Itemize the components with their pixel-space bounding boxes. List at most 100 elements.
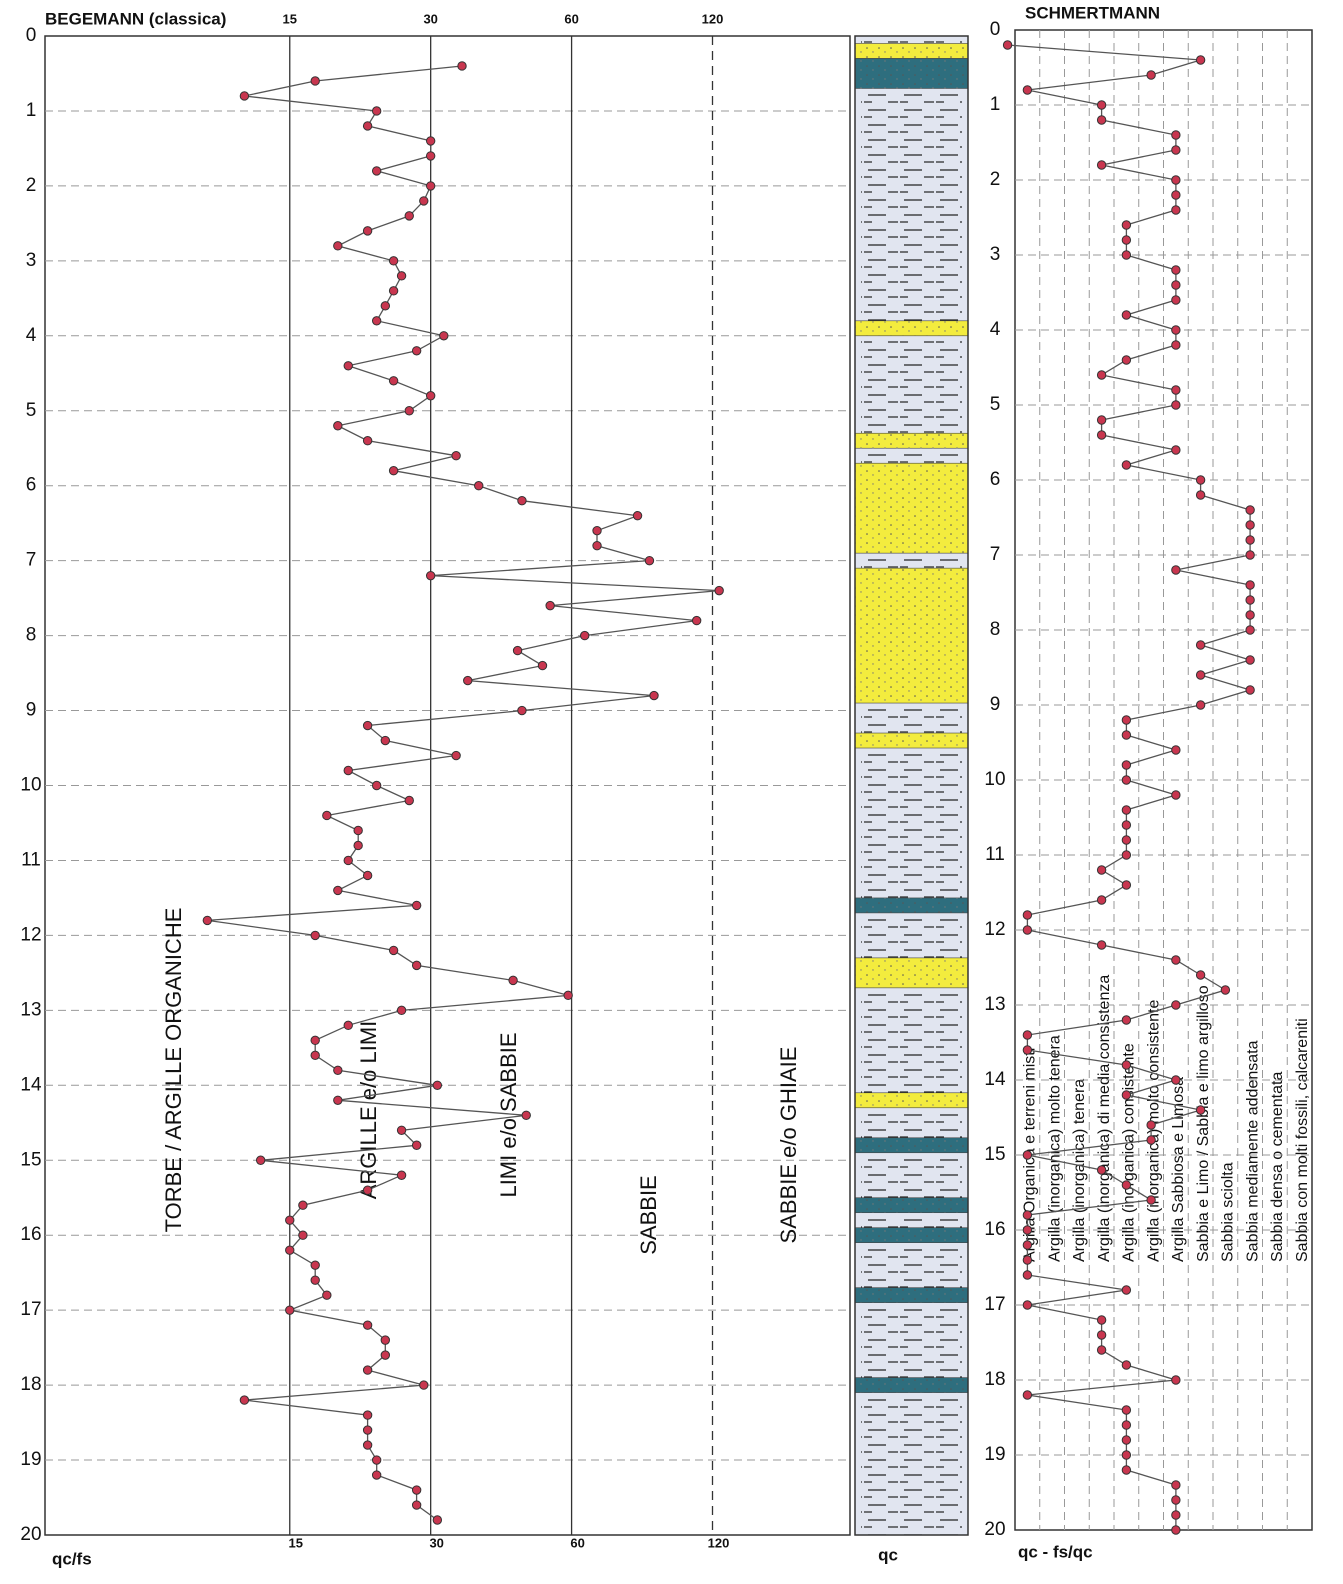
data-point [1171,1495,1181,1505]
column-frame [854,35,969,1536]
data-point [1245,550,1255,560]
y-tick-label: 4 [26,325,37,346]
data-point [537,660,548,671]
data-point [1195,475,1206,485]
data-point [333,421,343,431]
y-tick-label: 2 [26,175,37,196]
data-point [353,840,363,851]
y-tick-label: 5 [990,394,1001,415]
data-point [1022,1150,1033,1160]
data-point [1171,445,1181,455]
data-point [343,765,353,776]
class-label: Sabbia densa o cementata [1269,1072,1286,1262]
y-tick-label: 18 [20,1374,41,1395]
data-point [1195,490,1206,500]
data-point [396,1170,407,1180]
data-point [1171,130,1181,140]
data-point [545,600,555,611]
data-point [371,1470,382,1480]
data-point [333,1095,343,1105]
data-point [310,1260,320,1270]
x-tick-label: 60 [570,1535,584,1550]
data-point [1171,145,1181,155]
data-point [362,870,373,881]
data-point [1171,565,1181,575]
x-tick-label: 60 [564,11,578,26]
data-point [592,525,602,536]
data-point [1245,610,1255,620]
data-point [1022,910,1033,920]
data-point [1121,850,1132,860]
y-tick-label: 5 [26,400,37,421]
data-point [239,1395,250,1405]
data-point [1121,1465,1132,1475]
data-point [388,945,399,956]
data-point [1022,1255,1033,1265]
soil-layer-texture [855,43,968,59]
y-tick-label: 13 [20,999,41,1020]
data-point [411,346,422,356]
data-point [1121,820,1132,830]
data-point [1245,535,1255,545]
data-point [1245,655,1255,665]
data-point [517,495,527,506]
data-point [380,301,391,311]
data-point [1121,775,1132,785]
y-tick-label: 20 [984,1519,1005,1540]
data-point [1022,1030,1033,1040]
data-point [380,735,391,746]
data-point [1171,1000,1181,1010]
soil-layer-texture [855,733,968,749]
data-point [1002,40,1013,50]
data-point [517,705,527,716]
soil-layer-texture [855,433,968,449]
class-label: Argilla (inorganica) di media consistenz… [1096,975,1113,1262]
data-point [1096,115,1107,125]
y-tick-label: 2 [990,169,1001,190]
data-point [1096,430,1107,440]
data-point [371,1455,382,1465]
data-point [1096,1315,1107,1325]
data-point [362,1425,373,1435]
data-point [285,1215,295,1225]
class-label: Sabbia e Limo / Sabbia e limo argilloso [1195,985,1212,1262]
data-point [1171,1525,1181,1535]
data-point [1022,1225,1033,1235]
data-point [362,226,373,236]
y-tick-label: 18 [984,1369,1005,1390]
data-point [1121,715,1132,725]
y-tick-label: 14 [984,1069,1006,1090]
data-point [1096,940,1107,950]
y-tick-label: 15 [20,1149,41,1170]
data-point [388,466,399,476]
data-point [333,885,343,896]
y-tick-label: 6 [990,469,1001,490]
y-tick-label: 0 [26,25,37,46]
data-point [362,436,373,446]
data-point [1171,340,1181,350]
y-tick-label: 4 [990,319,1001,340]
data-point [1195,55,1206,65]
data-point [298,1200,308,1210]
data-point [239,91,250,101]
class-label: Argilla (inorganica) molto consistente [1145,1000,1162,1262]
data-point [1146,1120,1156,1130]
y-tick-label: 6 [26,475,37,496]
data-point [508,975,518,986]
data-point [1121,1435,1132,1445]
data-point [1121,1015,1132,1025]
data-point [1195,640,1206,650]
soil-layer-texture [855,568,968,704]
y-tick-label: 20 [20,1524,41,1545]
data-point [411,960,422,971]
zone-label: SABBIE [636,1175,661,1254]
data-point [1121,310,1132,320]
data-point [1022,1210,1033,1220]
data-point [1171,265,1181,275]
data-point [563,990,573,1001]
soil-layer-texture [855,897,968,913]
data-point [343,361,353,371]
data-point [1121,1420,1132,1430]
